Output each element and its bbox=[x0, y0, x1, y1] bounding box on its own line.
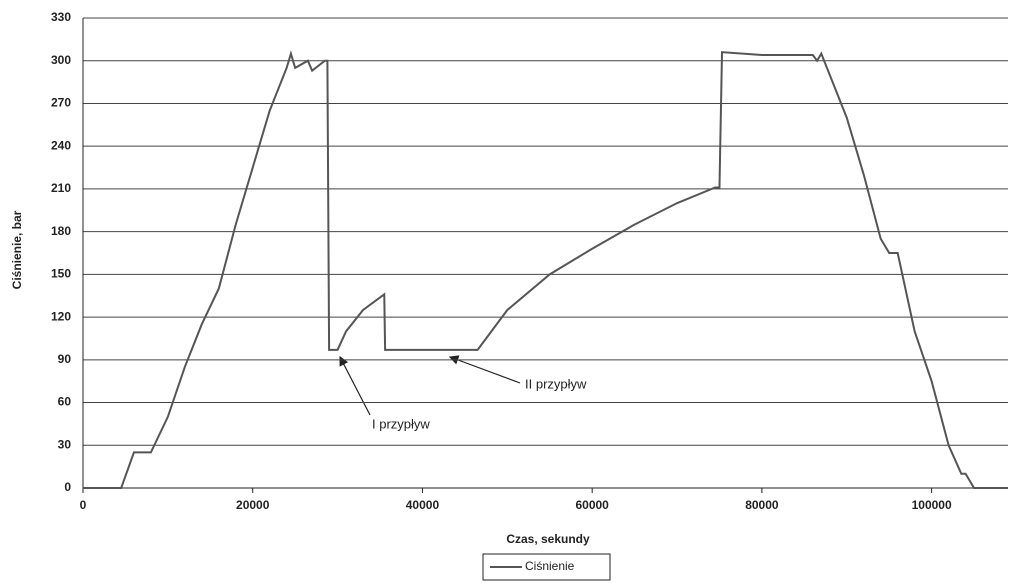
y-tick-label: 330 bbox=[51, 10, 71, 24]
legend-label: Ciśnienie bbox=[525, 559, 575, 573]
y-tick-label: 150 bbox=[51, 267, 71, 281]
y-tick-label: 180 bbox=[51, 224, 71, 238]
line bbox=[83, 50, 1008, 489]
y-tick-label: 30 bbox=[58, 437, 72, 451]
x-tick-label: 0 bbox=[80, 498, 87, 512]
x-axis-label: Czas, sekundy bbox=[506, 532, 590, 546]
y-tick-label: 300 bbox=[51, 53, 71, 67]
y-tick-label: 120 bbox=[51, 309, 71, 323]
y-tick-label: 0 bbox=[64, 480, 71, 494]
x-tick-label: 20000 bbox=[236, 498, 270, 512]
arrow bbox=[448, 355, 521, 384]
y-tick-label: 240 bbox=[51, 138, 71, 152]
x-tick-label: 80000 bbox=[745, 498, 779, 512]
x-tick-label: 40000 bbox=[406, 498, 440, 512]
legend-box bbox=[482, 553, 611, 581]
y-tick-label: 270 bbox=[51, 96, 71, 110]
y-tick-label: 210 bbox=[51, 181, 71, 195]
arrow bbox=[339, 355, 371, 416]
x-tick-label: 100000 bbox=[912, 498, 952, 512]
x-tick-label: 60000 bbox=[575, 498, 609, 512]
y-tick-label: 60 bbox=[58, 395, 72, 409]
annotation: II przypływ bbox=[525, 376, 587, 391]
y-axis-label: Ciśnienie, bar bbox=[10, 210, 24, 289]
y-tick-label: 90 bbox=[58, 352, 72, 366]
annotation: I przypływ bbox=[372, 416, 430, 431]
